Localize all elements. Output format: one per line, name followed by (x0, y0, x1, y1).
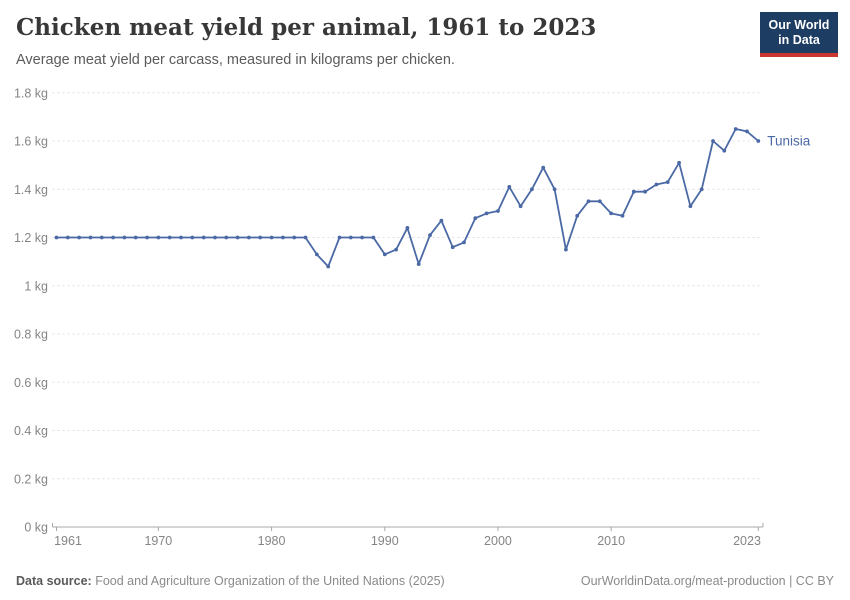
y-tick-label: 1 kg (24, 279, 48, 293)
y-tick-label: 1.2 kg (14, 231, 48, 245)
data-point[interactable] (711, 139, 715, 143)
page-title: Chicken meat yield per animal, 1961 to 2… (16, 14, 597, 41)
x-tick-label: 2023 (733, 534, 761, 548)
data-point[interactable] (122, 235, 127, 240)
data-point[interactable] (496, 209, 500, 213)
data-point[interactable] (179, 235, 183, 240)
data-point[interactable] (688, 204, 693, 209)
data-point[interactable] (224, 235, 229, 240)
data-point[interactable] (65, 235, 70, 240)
x-tick-label: 2010 (597, 534, 625, 548)
y-tick-label: 1.6 kg (14, 135, 48, 149)
data-point[interactable] (405, 226, 410, 230)
data-point[interactable] (281, 235, 285, 240)
data-point[interactable] (167, 235, 172, 240)
data-point[interactable] (382, 252, 387, 257)
data-point[interactable] (77, 235, 81, 240)
data-source-text: Food and Agriculture Organization of the… (91, 574, 445, 588)
x-tick-label: 2000 (484, 534, 512, 548)
y-tick-label: 0.8 kg (14, 328, 48, 342)
data-point[interactable] (439, 218, 444, 223)
y-tick-label: 1.8 kg (14, 86, 48, 100)
data-point[interactable] (541, 165, 546, 170)
data-point[interactable] (145, 235, 150, 240)
data-point[interactable] (507, 185, 512, 189)
data-point[interactable] (756, 139, 761, 143)
data-point[interactable] (530, 187, 534, 192)
data-point[interactable] (247, 235, 251, 240)
data-point[interactable] (665, 180, 670, 185)
data-point[interactable] (360, 235, 364, 240)
data-point[interactable] (462, 240, 466, 245)
y-tick-label: 0 kg (24, 521, 48, 535)
data-point[interactable] (450, 245, 455, 250)
series-label-tunisia[interactable]: Tunisia (767, 134, 811, 149)
data-point[interactable] (269, 235, 274, 240)
y-tick-label: 0.6 kg (14, 376, 48, 390)
x-tick-label: 1961 (54, 534, 82, 548)
data-point[interactable] (677, 160, 681, 165)
data-point[interactable] (620, 213, 625, 218)
data-point[interactable] (111, 235, 115, 240)
data-point[interactable] (654, 182, 659, 187)
chart-subtitle: Average meat yield per carcass, measured… (16, 52, 455, 68)
data-point[interactable] (597, 199, 602, 204)
chart-footer: Data source: Food and Agriculture Organi… (16, 574, 834, 588)
data-point[interactable] (484, 211, 489, 216)
data-point[interactable] (394, 247, 398, 252)
data-point[interactable] (631, 189, 636, 194)
data-point[interactable] (643, 189, 647, 194)
data-point[interactable] (564, 247, 568, 252)
data-source-label: Data source: (16, 574, 92, 588)
data-point[interactable] (292, 235, 297, 240)
data-point[interactable] (314, 252, 319, 257)
data-point[interactable] (552, 187, 557, 192)
data-point[interactable] (428, 233, 432, 238)
data-line-tunisia[interactable] (55, 128, 760, 268)
y-tick-label: 1.4 kg (14, 183, 48, 197)
data-point[interactable] (326, 264, 331, 269)
x-tick-label: 1980 (258, 534, 286, 548)
data-point[interactable] (99, 235, 104, 240)
x-tick-label: 1970 (144, 534, 172, 548)
y-tick-label: 0.2 kg (14, 472, 48, 486)
owid-url-link[interactable]: OurWorldinData.org/meat-production | CC … (580, 574, 834, 588)
data-point[interactable] (190, 235, 195, 240)
data-point[interactable] (733, 127, 738, 131)
owid-logo-line1: Our World (768, 18, 830, 32)
data-point[interactable] (156, 235, 161, 240)
x-tick-label: 1990 (371, 534, 399, 548)
data-point[interactable] (348, 235, 353, 240)
data-point[interactable] (258, 235, 263, 240)
data-point[interactable] (722, 148, 727, 153)
data-point[interactable] (201, 235, 206, 240)
owid-logo-line2: in Data (778, 33, 820, 47)
data-point[interactable] (416, 262, 421, 266)
data-point[interactable] (575, 213, 580, 218)
data-point[interactable] (88, 235, 93, 240)
data-point[interactable] (745, 129, 749, 134)
data-point[interactable] (54, 235, 59, 240)
data-point[interactable] (303, 235, 308, 240)
data-point[interactable] (235, 235, 240, 240)
data-point[interactable] (699, 187, 704, 192)
data-point[interactable] (213, 235, 217, 240)
data-point[interactable] (371, 235, 376, 240)
data-point[interactable] (586, 199, 591, 204)
data-point[interactable] (133, 235, 138, 240)
data-point[interactable] (518, 204, 523, 209)
data-source: Data source: Food and Agriculture Organi… (16, 574, 445, 588)
y-tick-label: 0.4 kg (14, 424, 48, 438)
owid-logo: Our World in Data (760, 12, 838, 57)
data-point[interactable] (337, 235, 342, 240)
data-point[interactable] (473, 216, 478, 221)
data-point[interactable] (609, 211, 613, 216)
